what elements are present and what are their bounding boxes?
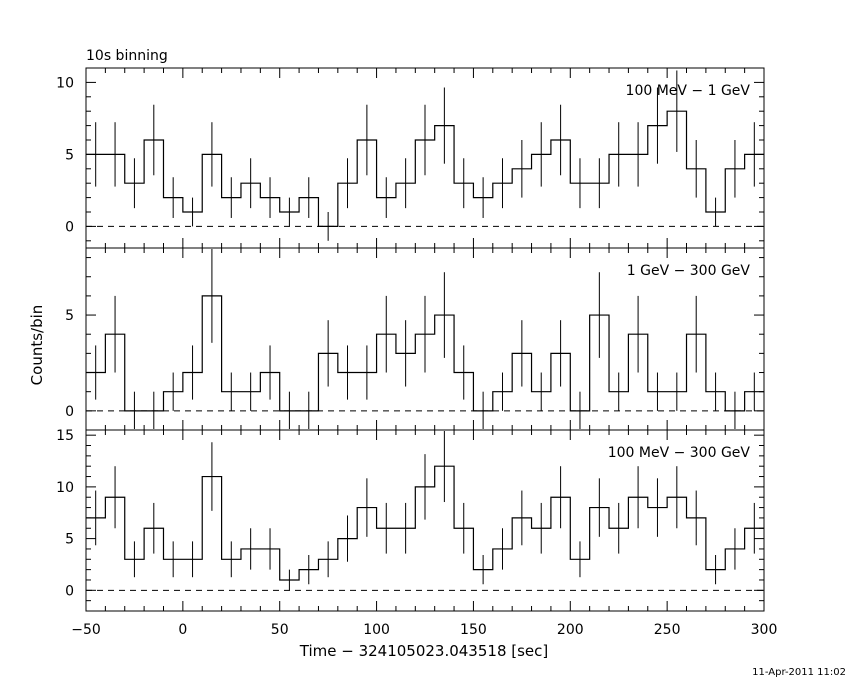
series-step-100-mev-1-gev (86, 110, 764, 227)
x-axis-label: Time − 324105023.043518 [sec] (299, 642, 549, 660)
panels-group: 0 5 10 100 MeV − 1 GeV 0 5 1 GeV − 300 GeV 0 5 10… (56, 67, 778, 638)
series-step-100-mev-300-gev (86, 465, 764, 581)
panel-frame (85, 429, 765, 612)
y-tick-label: 10 (56, 480, 74, 496)
binning-label: 10s binning (86, 48, 168, 64)
y-tick-label: 10 (56, 75, 74, 91)
panel-energy-label: 1 GeV − 300 GeV (627, 263, 751, 279)
y-tick-label: 0 (65, 219, 74, 235)
series-step-1-gev-300-gev (86, 295, 764, 412)
x-tick-label: 250 (654, 622, 681, 638)
y-tick-label: 0 (65, 404, 74, 420)
y-tick-label: 5 (65, 147, 74, 163)
x-tick-label: 0 (178, 622, 187, 638)
timestamp-stamp: 11-Apr-2011 11:02 (752, 667, 846, 678)
y-tick-label: 0 (65, 583, 74, 599)
y-tick-label: 5 (65, 532, 74, 548)
panel-2: 0 5 1 GeV − 300 GeV (65, 247, 765, 431)
x-tick-label: 300 (751, 622, 778, 638)
panel-energy-label: 100 MeV − 300 GeV (608, 445, 751, 461)
x-tick-label: 100 (363, 622, 390, 638)
panel-1: 0 5 10 100 MeV − 1 GeV (56, 67, 765, 249)
x-tick-label: 50 (271, 622, 289, 638)
panel-3: 0 5 10 15 100 MeV − 300 GeV (56, 428, 765, 612)
y-axis-label: Counts/bin (28, 305, 46, 386)
x-tick-label: −50 (71, 622, 101, 638)
x-tick-label: 150 (460, 622, 487, 638)
y-tick-label: 15 (56, 428, 74, 444)
y-tick-label: 5 (65, 308, 74, 324)
panel-energy-label: 100 MeV − 1 GeV (626, 83, 751, 99)
x-tick-label: 200 (557, 622, 584, 638)
